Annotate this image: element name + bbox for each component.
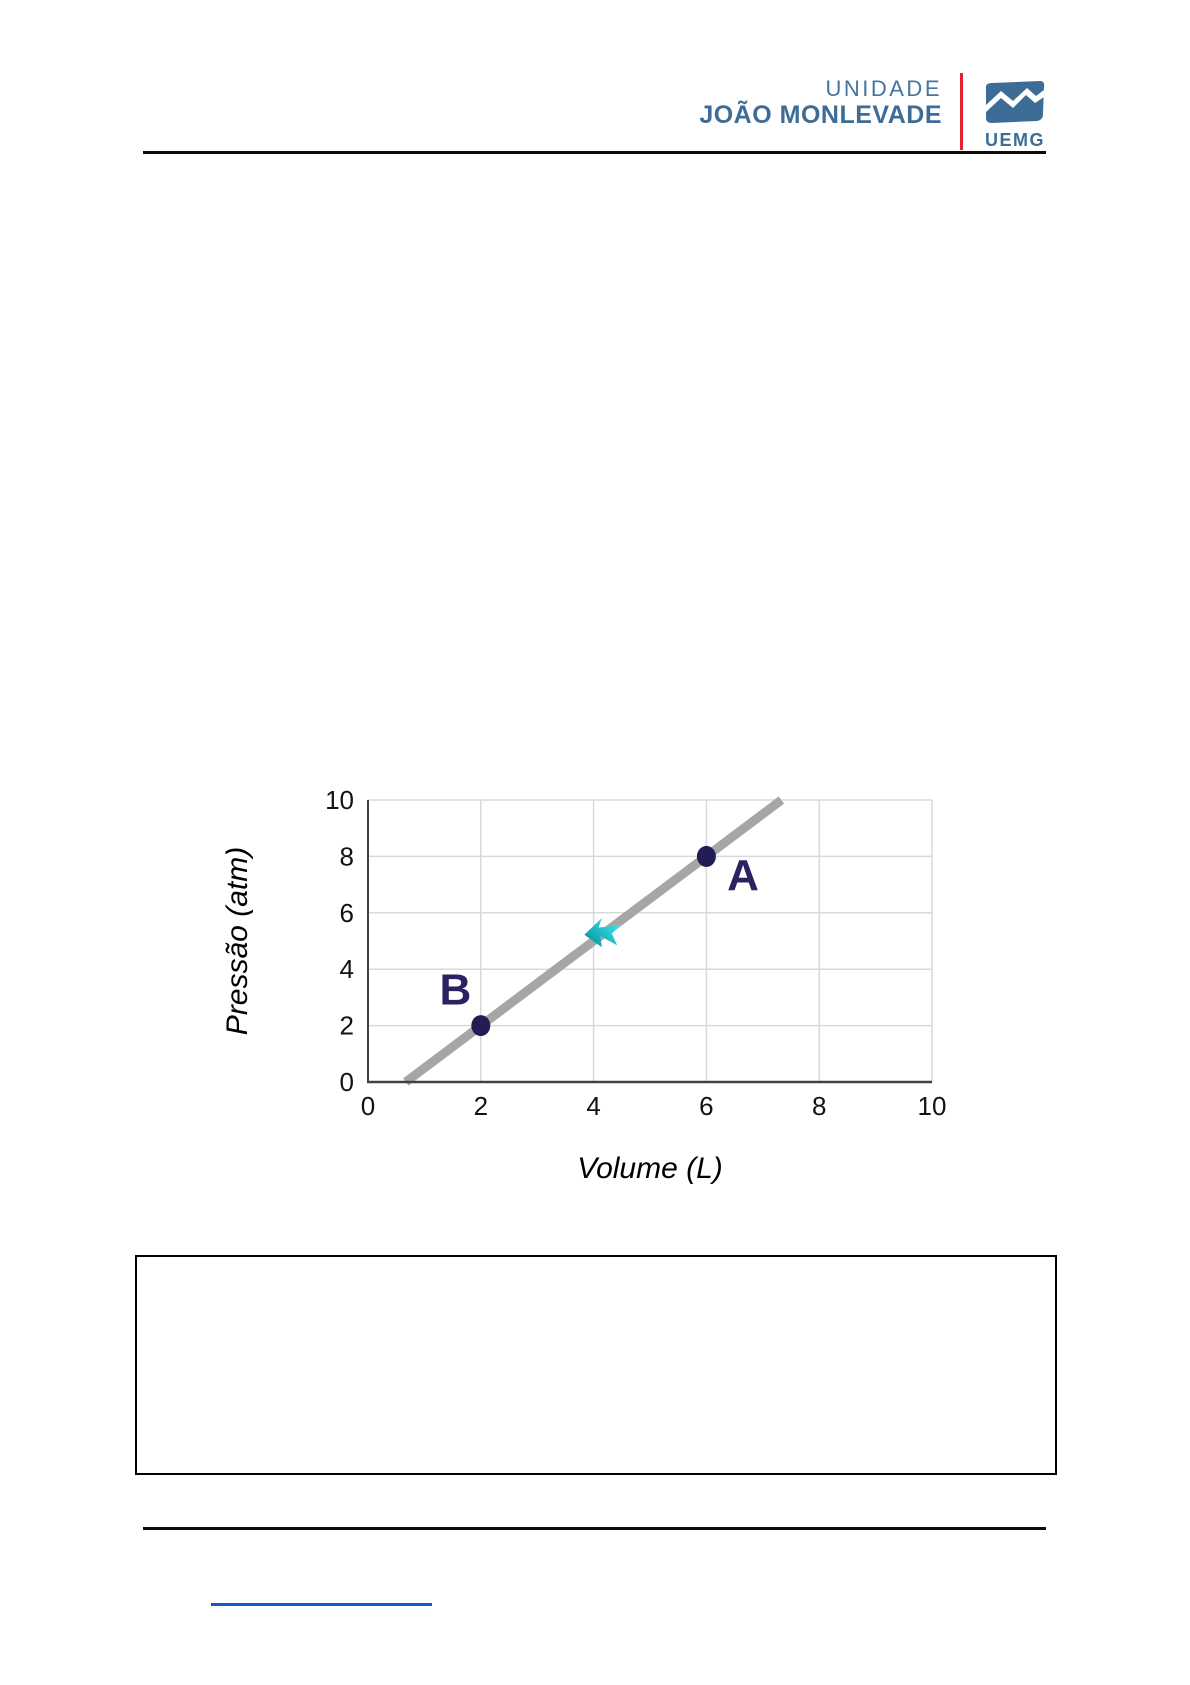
- data-point-B: [471, 1015, 491, 1037]
- y-tick-label: 10: [325, 785, 354, 815]
- footnote-link-underline[interactable]: [211, 1603, 432, 1606]
- x-axis-title: Volume (L): [577, 1152, 723, 1185]
- header-red-divider: [960, 73, 963, 150]
- chart-svg: 0 2 4 6 8 10 0 2 4 6 8 10 Volume (L) Pressão (atm) A B: [221, 785, 947, 1185]
- footer-rule: [143, 1527, 1046, 1530]
- y-tick-label: 0: [340, 1067, 354, 1097]
- header-unit-name: JOÃO MONLEVADE: [699, 101, 942, 129]
- y-tick-label: 6: [340, 898, 354, 928]
- answer-box: [135, 1255, 1057, 1475]
- y-tick-label: 4: [340, 954, 354, 984]
- point-label-B: B: [440, 965, 472, 1014]
- y-tick-label: 2: [340, 1011, 354, 1041]
- data-point-A: [696, 845, 716, 867]
- x-tick-label: 10: [918, 1091, 947, 1121]
- uemg-logo-text: UEMG: [985, 130, 1045, 150]
- x-tick-label: 4: [586, 1091, 600, 1121]
- teal-arrow-annotation-icon: [584, 917, 622, 948]
- pressure-volume-chart: 0 2 4 6 8 10 0 2 4 6 8 10 Volume (L) Pressão (atm) A B: [220, 745, 960, 1205]
- header-unit-label: UNIDADE: [825, 76, 942, 101]
- x-tick-label: 2: [474, 1091, 488, 1121]
- point-label-A: A: [727, 851, 759, 900]
- header-rule: [143, 151, 1046, 154]
- y-tick-label: 8: [340, 841, 354, 871]
- uemg-logo-icon: [983, 81, 1047, 128]
- y-axis-title: Pressão (atm): [221, 847, 254, 1035]
- uemg-logo: UEMG: [983, 80, 1047, 151]
- x-tick-label: 6: [699, 1091, 713, 1121]
- x-tick-label: 8: [812, 1091, 826, 1121]
- x-tick-label: 0: [361, 1091, 375, 1121]
